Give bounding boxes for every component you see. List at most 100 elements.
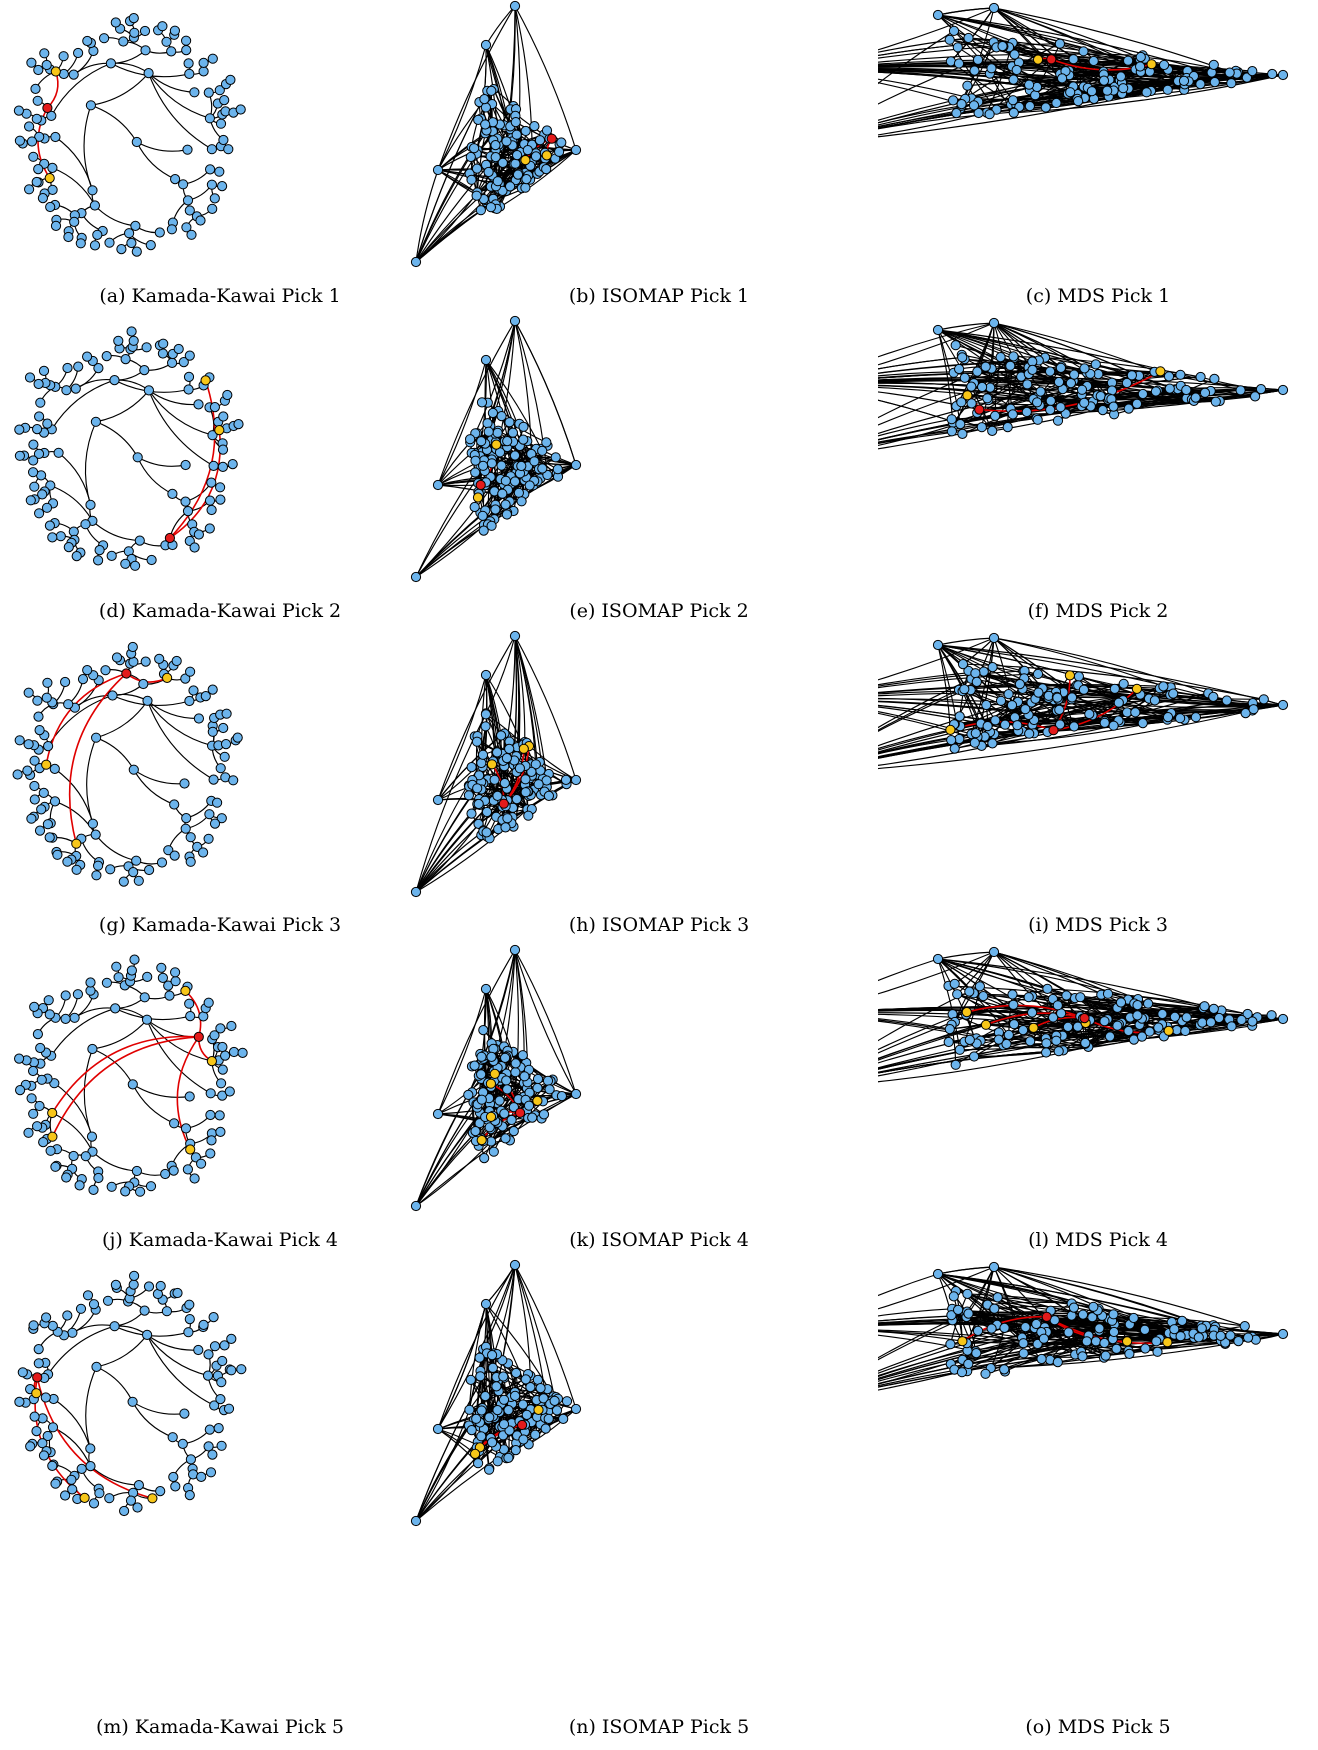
- graph-node: [988, 2, 1000, 14]
- graph-node: [542, 1075, 554, 1086]
- graph-edge: [878, 700, 1105, 724]
- graph-node: [499, 778, 510, 789]
- panel-j-graph: [0, 944, 440, 1234]
- graph-node: [948, 1291, 959, 1302]
- picked-node: [475, 479, 486, 491]
- graph-node: [483, 426, 494, 437]
- graph-edge: [95, 390, 150, 423]
- graph-edge: [146, 700, 214, 781]
- graph-kamada-kawai-pick-2: [14, 326, 244, 571]
- graph-node: [205, 164, 216, 175]
- graph-node: [38, 1137, 49, 1148]
- graph-node: [167, 357, 178, 369]
- neighbor-node: [962, 390, 973, 401]
- graph-node: [179, 778, 190, 789]
- graph-node: [33, 378, 44, 390]
- graph-node: [543, 1413, 554, 1424]
- graph-node: [486, 85, 497, 97]
- graph-node: [142, 1329, 153, 1341]
- graph-node: [534, 135, 546, 146]
- graph-node: [73, 47, 84, 59]
- graph-node: [29, 481, 40, 492]
- graph-node: [118, 876, 129, 887]
- graph-node: [1235, 385, 1246, 396]
- graph-node: [38, 365, 50, 377]
- graph-node: [972, 366, 983, 377]
- graph-edge: [415, 169, 439, 263]
- graph-node: [504, 743, 515, 755]
- graph-node: [519, 1071, 530, 1082]
- graph-node: [509, 450, 521, 461]
- graph-node: [124, 228, 135, 239]
- graph-node: [986, 1323, 997, 1334]
- graph-node: [182, 506, 194, 517]
- graph-node: [1007, 989, 1018, 1000]
- graph-edge: [878, 385, 1114, 408]
- graph-edge: [993, 951, 1054, 1018]
- neighbor-node: [961, 1007, 972, 1018]
- graph-node: [480, 709, 492, 720]
- graph-edge: [485, 635, 516, 714]
- graph-edge: [132, 1401, 173, 1438]
- graph-node: [156, 857, 168, 868]
- neighbor-node: [489, 1068, 500, 1079]
- graph-node: [982, 393, 993, 404]
- graph-node: [511, 1367, 522, 1379]
- graph-edge: [878, 377, 1284, 391]
- graph-node: [184, 695, 195, 707]
- graph-node: [38, 787, 49, 798]
- graph-edge: [878, 424, 955, 447]
- graph-node: [486, 458, 498, 469]
- graph-node: [530, 151, 542, 162]
- graph-node: [1009, 49, 1020, 60]
- graph-node: [469, 1060, 480, 1071]
- graph-node: [106, 1181, 117, 1192]
- graph-node: [129, 1270, 140, 1281]
- graph-node: [179, 1408, 190, 1419]
- graph-node: [177, 1438, 188, 1449]
- graph-node: [113, 335, 124, 346]
- graph-edge: [514, 320, 548, 476]
- neighbor-node: [41, 759, 52, 770]
- graph-node: [184, 205, 195, 216]
- graph-edge: [878, 112, 987, 136]
- graph-node: [480, 669, 492, 681]
- neighbor-node: [44, 173, 55, 184]
- graph-edge: [514, 1264, 577, 1410]
- graph-node: [185, 1454, 196, 1465]
- graph-node: [181, 35, 192, 46]
- graph-node: [1088, 1301, 1099, 1312]
- graph-edge: [437, 320, 516, 486]
- graph-node: [1094, 1323, 1105, 1334]
- graph-edge: [95, 700, 148, 739]
- graph-node: [1215, 1330, 1226, 1342]
- caption-k: (k) ISOMAP Pick 4: [569, 1229, 749, 1251]
- graph-node: [42, 418, 53, 429]
- graph-drawing: [410, 0, 582, 268]
- graph-node: [1123, 55, 1134, 66]
- graph-node: [480, 102, 492, 113]
- graph-node: [207, 53, 218, 64]
- graph-node: [1051, 97, 1062, 109]
- graph-node: [510, 1445, 521, 1456]
- graph-node: [1247, 66, 1258, 77]
- graph-node: [1018, 1338, 1029, 1349]
- graph-node: [139, 1305, 150, 1316]
- graph-edge: [496, 149, 577, 210]
- graph-node: [44, 520, 56, 531]
- graph-node: [164, 990, 175, 1001]
- graph-node: [1055, 362, 1066, 374]
- neighbor-node: [476, 1135, 487, 1146]
- graph-node: [1177, 1315, 1188, 1327]
- graph-node: [1024, 79, 1035, 90]
- graph-node: [99, 33, 110, 44]
- neighbor-node: [1032, 54, 1044, 65]
- graph-edge: [437, 5, 516, 171]
- graph-node: [111, 961, 122, 972]
- neighbor-node: [1146, 59, 1157, 70]
- graph-node: [1108, 720, 1119, 731]
- graph-node: [517, 1399, 529, 1410]
- neighbor-node: [71, 838, 82, 849]
- graph-node: [1041, 1047, 1052, 1058]
- graph-node: [193, 713, 204, 724]
